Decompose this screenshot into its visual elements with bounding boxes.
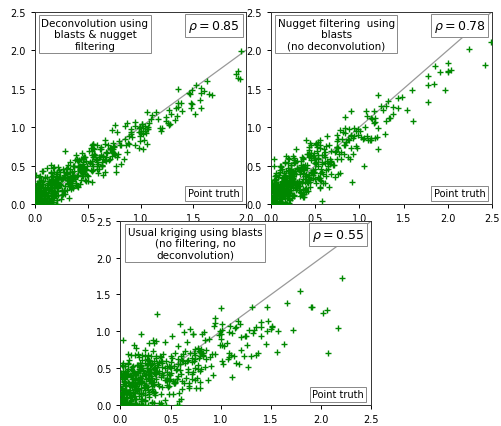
- Text: $\rho = 0.85$: $\rho = 0.85$: [187, 18, 239, 35]
- Text: $\rho = 0.55$: $\rho = 0.55$: [311, 227, 363, 243]
- Text: Usual kriging using blasts
(no filtering, no
deconvolution): Usual kriging using blasts (no filtering…: [128, 227, 262, 260]
- Text: $\rho = 0.78$: $\rho = 0.78$: [433, 18, 484, 35]
- Text: Point truth: Point truth: [187, 189, 239, 199]
- Text: Nugget filtering  using
blasts
(no deconvolution): Nugget filtering using blasts (no deconv…: [277, 18, 394, 52]
- Text: Point truth: Point truth: [312, 389, 363, 399]
- Text: Point truth: Point truth: [433, 189, 484, 199]
- Text: Deconvolution using
blasts & nugget
filtering: Deconvolution using blasts & nugget filt…: [42, 18, 148, 52]
